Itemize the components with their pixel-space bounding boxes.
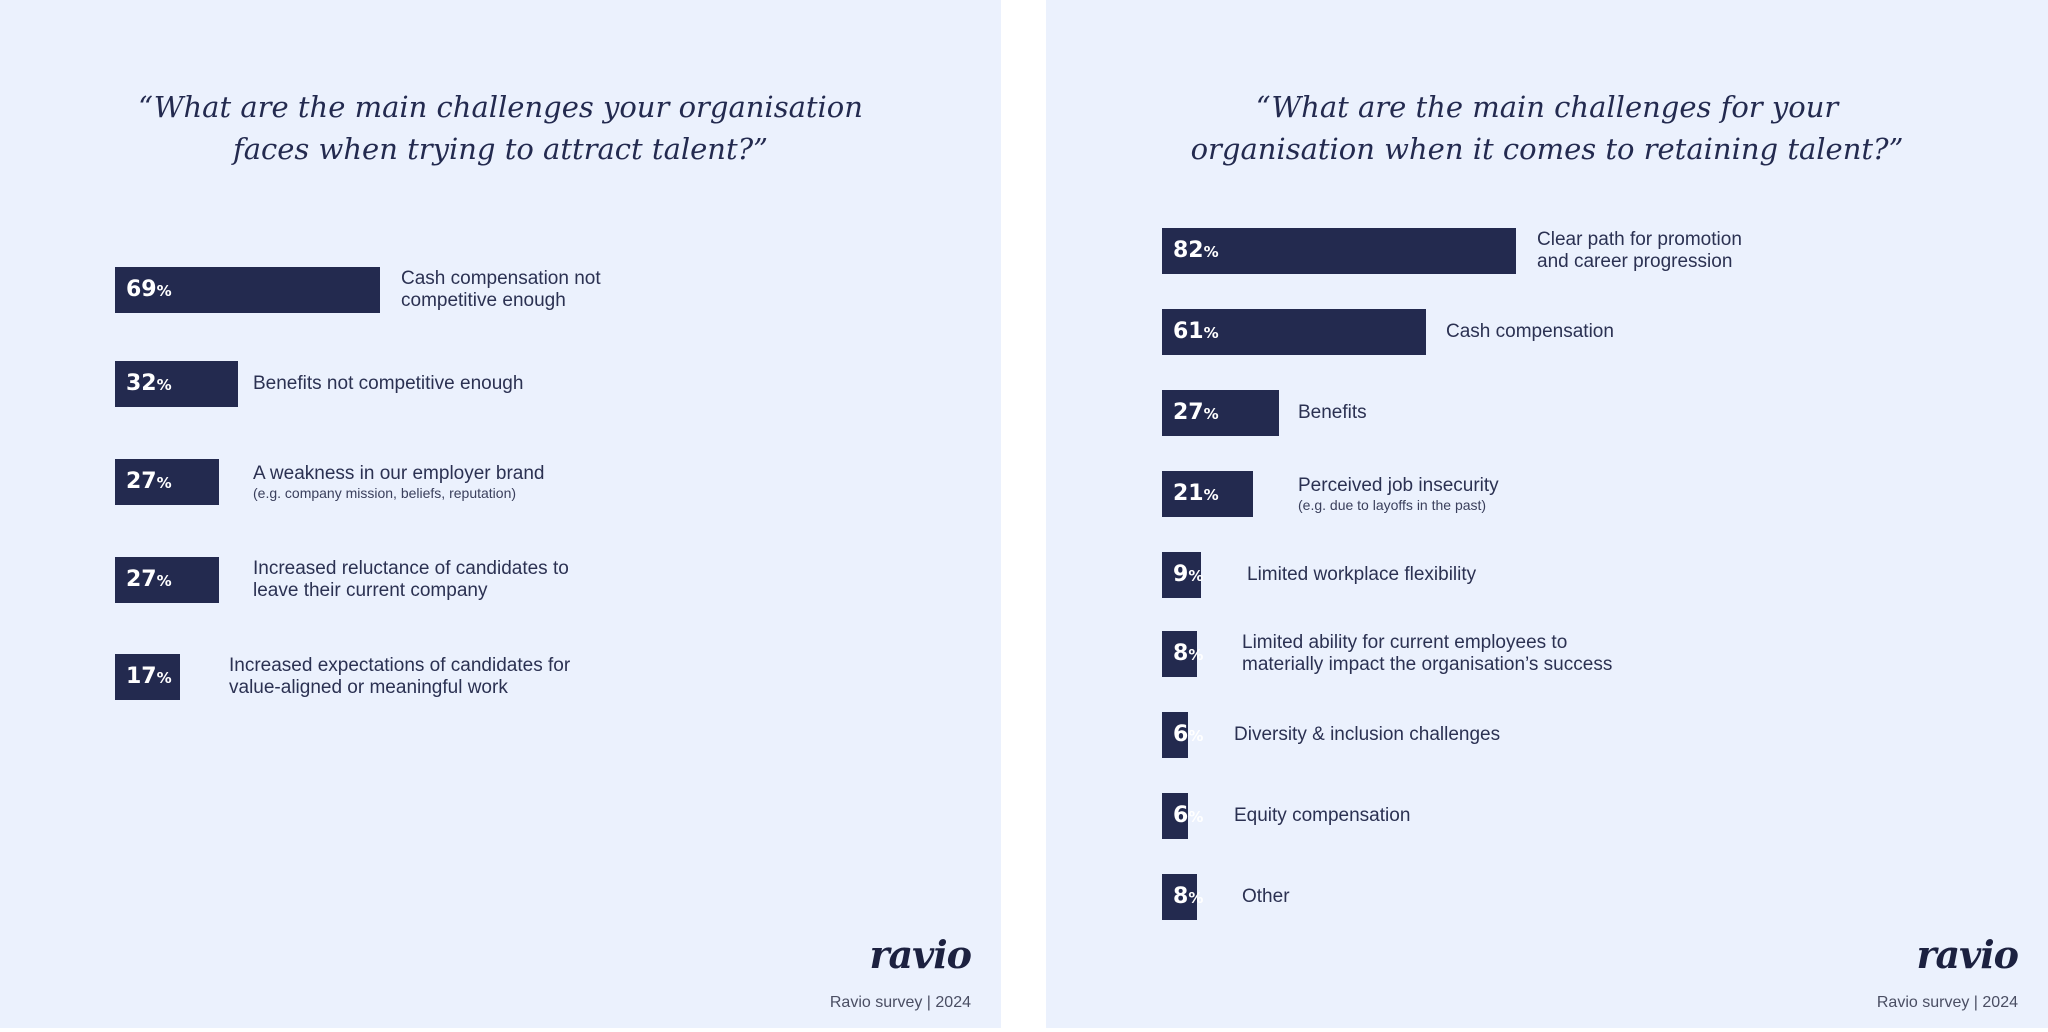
attract-talent-panel: “What are the main challenges your organ…: [0, 0, 1001, 1028]
category-label: Other: [1242, 886, 1290, 907]
bar-value-label: 27%: [1173, 400, 1219, 425]
bar: [1162, 712, 1188, 758]
title-line: “What are the main challenges your organ…: [138, 90, 863, 124]
bar: [115, 654, 181, 700]
category-label: Perceived job insecurity (e.g. due to lay…: [1298, 474, 1499, 513]
bar-value-label: 27%: [126, 567, 172, 592]
bar-value-label: 69%: [126, 277, 172, 302]
category-label: Equity compensation: [1234, 805, 1411, 826]
bar-value-label: 6%: [1173, 803, 1204, 828]
bar: [115, 361, 238, 407]
bar-value-label: 21%: [1173, 481, 1219, 506]
retain-talent-panel: “What are the main challenges for your o…: [1046, 0, 2048, 1028]
bar: [115, 459, 219, 505]
bar-value-label: 8%: [1173, 641, 1204, 666]
title-line: faces when trying to attract talent?”: [233, 132, 768, 166]
bar: [1162, 793, 1188, 839]
bar-value-label: 32%: [126, 371, 172, 396]
chart-title: “What are the main challenges for your o…: [1046, 86, 2048, 170]
chart-title: “What are the main challenges your organ…: [0, 86, 1001, 170]
bar: [1162, 874, 1197, 920]
bar: [1162, 228, 1517, 274]
title-line: “What are the main challenges for your: [1255, 90, 1839, 124]
bar-value-label: 6%: [1173, 722, 1204, 747]
category-label: Benefits not competitive enough: [253, 373, 524, 394]
ravio-logo: ravio: [1916, 932, 2019, 977]
title-line: organisation when it comes to retaining …: [1190, 132, 1904, 166]
category-label: Diversity & inclusion challenges: [1234, 724, 1501, 745]
bar: [115, 267, 380, 313]
bar: [1162, 309, 1426, 355]
category-label: A weakness in our employer brand (e.g. co…: [253, 462, 545, 501]
bar: [115, 557, 219, 603]
ravio-logo: ravio: [869, 932, 972, 977]
bar: [1162, 471, 1253, 517]
footer-source: Ravio survey | 2024: [1876, 994, 2018, 1011]
category-label: Benefits: [1298, 402, 1367, 423]
bar-value-label: 61%: [1173, 319, 1219, 344]
category-label: Cash compensation not competitive enough: [401, 268, 601, 311]
bar-value-label: 9%: [1173, 562, 1204, 587]
bar: [1162, 552, 1201, 598]
bar-value-label: 27%: [126, 469, 172, 494]
category-note: (e.g. due to layoffs in the past): [1298, 496, 1487, 513]
category-note: (e.g. company mission, beliefs, reputati…: [253, 484, 517, 501]
bar-value-label: 17%: [126, 664, 172, 689]
bar-value-label: 82%: [1173, 238, 1219, 263]
category-label: Limited ability for current employees to…: [1242, 632, 1613, 675]
bar: [1162, 390, 1279, 436]
bar-value-label: 8%: [1173, 884, 1204, 909]
category-label: Limited workplace flexibility: [1247, 564, 1477, 585]
category-label: Increased reluctance of candidates to lea…: [253, 558, 569, 601]
footer-source: Ravio survey | 2024: [829, 994, 971, 1011]
bar: [1162, 631, 1197, 677]
category-label: Increased expectations of candidates for…: [229, 655, 571, 698]
category-label: Cash compensation: [1446, 321, 1614, 342]
category-label: Clear path for promotion and career progr…: [1537, 229, 1742, 272]
